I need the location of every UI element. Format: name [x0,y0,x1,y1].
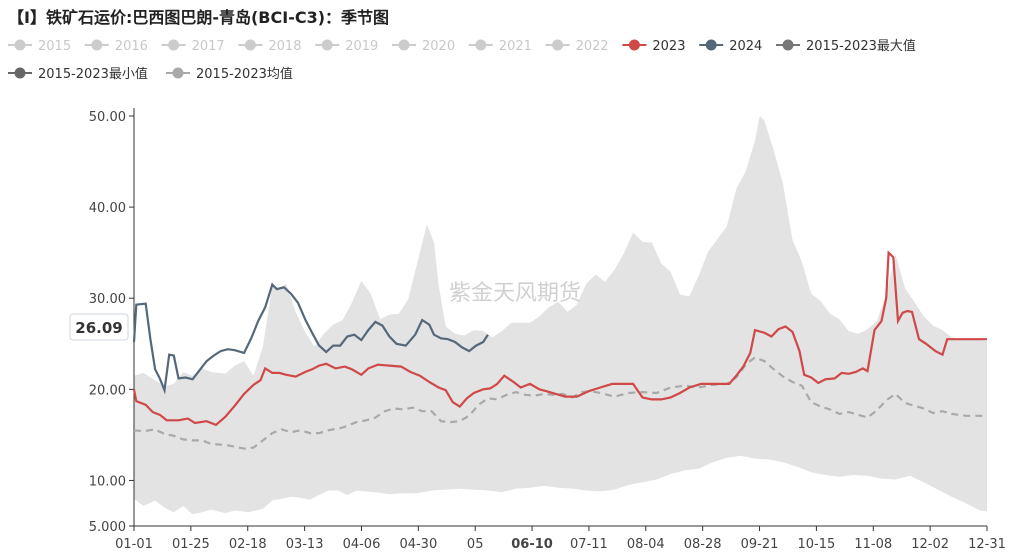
legend-marker-2016[interactable] [91,39,103,51]
legend-marker-2019[interactable] [321,39,333,51]
legend-marker-2020[interactable] [398,39,410,51]
legend-marker-2015[interactable] [14,39,26,51]
x-tick-label: 11-08 [854,537,892,552]
legend-marker-2023[interactable] [628,39,640,51]
series-line-2023 [132,250,987,427]
legend-marker-2024[interactable] [705,39,717,51]
x-tick-label: 08-04 [627,537,665,552]
legend-item-2018[interactable]: 2018 [268,39,301,54]
x-tick-label: 10-15 [798,537,836,552]
y-tick-label: 30.00 [89,292,126,307]
legend-marker-2022[interactable] [552,39,564,51]
legend-item-2024[interactable]: 2024 [729,39,762,54]
last-value-label: 26.09 [75,319,122,337]
legend-item-2020[interactable]: 2020 [422,39,455,54]
legend-marker-2015-2023均值[interactable] [172,67,184,79]
x-tick-label-highlight: 06-10 [511,537,553,552]
legend-item-2015-2023均值[interactable]: 2015-2023均值 [196,66,293,82]
x-tick-label: 01-25 [172,537,210,552]
legend-marker-2018[interactable] [244,39,256,51]
x-tick-label: 04-30 [399,537,437,552]
x-tick-label: 12-02 [911,537,949,552]
series-line-average [133,356,987,450]
x-tick-label: 07-11 [570,537,608,552]
last-value-box [69,313,129,341]
legend-marker-2015-2023最大值[interactable] [782,39,794,51]
legend-item-2022[interactable]: 2022 [576,39,609,54]
legend-marker-2017[interactable] [168,39,180,51]
legend-item-2015[interactable]: 2015 [38,39,71,54]
legend-item-2021[interactable]: 2021 [499,39,532,54]
y-tick-label: 10.00 [89,474,126,489]
x-tick-label: 09-21 [741,537,779,552]
legend-item-2019[interactable]: 2019 [345,39,378,54]
legend-item-2017[interactable]: 2017 [192,39,225,54]
x-tick-label: 05 [467,537,484,552]
x-tick-label: 02-18 [229,537,267,552]
legend-item-2015-2023最小值[interactable]: 2015-2023最小值 [38,66,148,82]
x-tick-label: 08-28 [684,537,722,552]
range-band [134,116,987,515]
watermark: 紫金天风期货 [449,281,581,306]
x-tick-label: 03-13 [286,537,324,552]
y-tick-label: 20.00 [89,383,126,398]
x-tick-label: 04-06 [343,537,381,552]
legend-marker-2021[interactable] [475,39,487,51]
y-tick-label: 50.00 [89,110,126,125]
x-tick-label: 12-31 [968,537,1006,552]
x-tick-label: 01-01 [115,537,153,552]
legend-item-2015-2023最大值[interactable]: 2015-2023最大值 [806,38,916,54]
chart-title: 【I】铁矿石运价:巴西图巴朗-青岛(BCI-C3)：季节图 [8,8,390,27]
series-line-2024 [132,282,489,395]
legend-item-2016[interactable]: 2016 [115,39,148,54]
y-tick-label: 40.00 [89,201,126,216]
legend-marker-2015-2023最小值[interactable] [14,67,26,79]
y-tick-label: 5.000 [89,520,126,535]
legend-item-2023[interactable]: 2023 [652,39,685,54]
